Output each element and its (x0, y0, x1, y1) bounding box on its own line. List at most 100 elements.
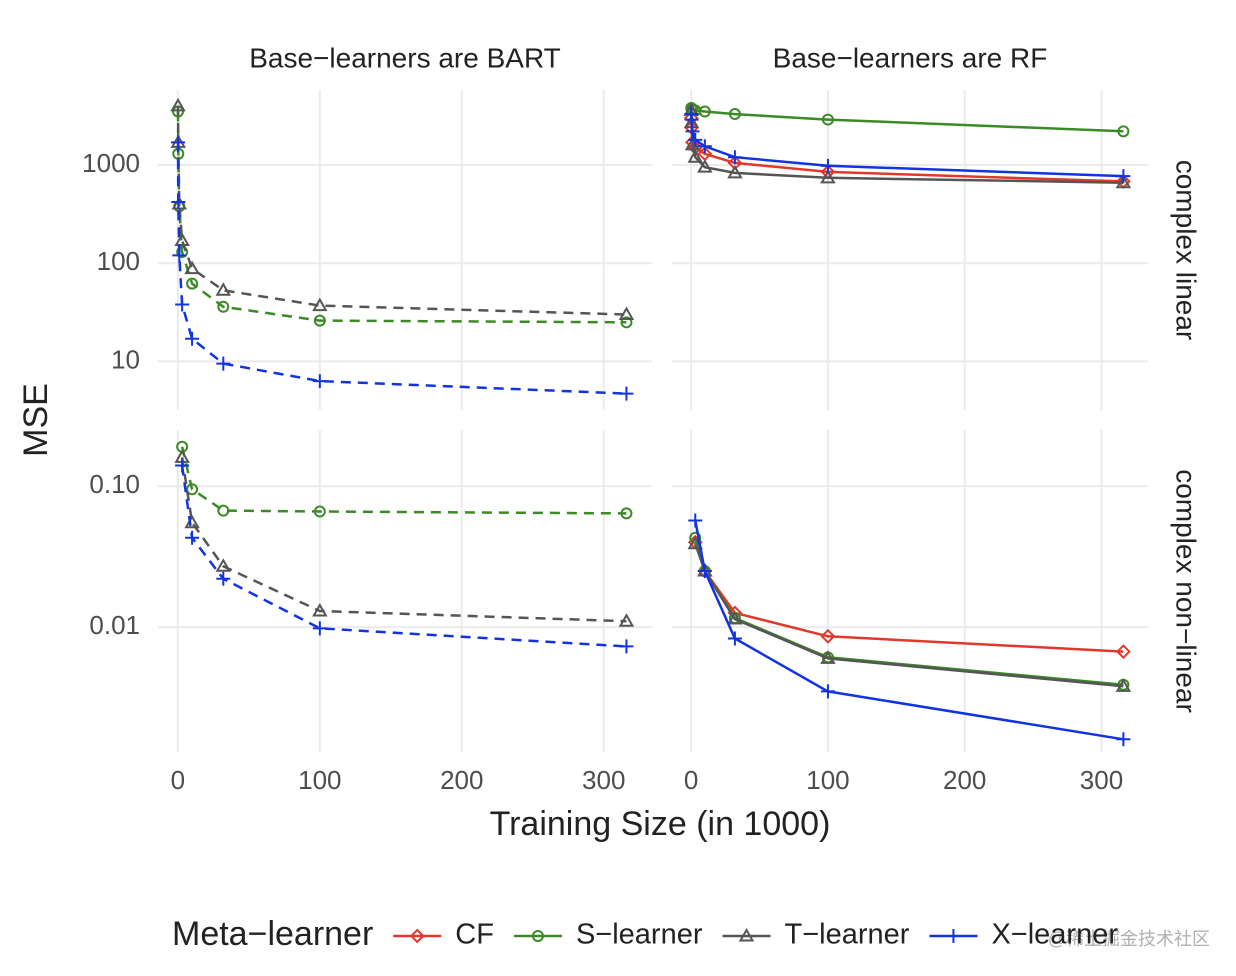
facet-title: Base−learners are RF (773, 42, 1048, 73)
legend-item: X−learner (929, 919, 1118, 951)
x-tick-label: 0 (684, 765, 698, 795)
marker (618, 306, 635, 321)
series-line (180, 457, 627, 623)
marker (312, 297, 328, 312)
legend-item: CF (393, 919, 494, 951)
series-line (176, 105, 627, 316)
marker (216, 356, 231, 371)
marker (175, 297, 190, 312)
marker (174, 232, 190, 247)
y-tick-label: 0.01 (89, 610, 140, 640)
marker (186, 277, 199, 290)
watermark: @稀土掘金技术社区 (1048, 929, 1210, 949)
marker (312, 603, 328, 617)
marker (820, 158, 835, 173)
y-tick-label: 100 (97, 246, 140, 276)
marker (1116, 169, 1131, 184)
legend-item: T−learner (722, 919, 910, 951)
legend-label: S−learner (576, 919, 703, 951)
marker (688, 513, 703, 528)
facet-label: complex non−linear (1171, 469, 1202, 713)
series-line (180, 446, 627, 515)
x-tick-label: 200 (440, 765, 483, 795)
marker (1115, 644, 1131, 660)
facet-label: complex linear (1171, 160, 1202, 341)
marker (727, 164, 743, 179)
marker (727, 150, 742, 165)
marker (217, 300, 230, 313)
marker (175, 458, 190, 473)
marker (172, 248, 187, 263)
marker (312, 374, 327, 389)
marker (820, 628, 836, 644)
x-tick-label: 300 (1080, 765, 1123, 795)
x-tick-label: 200 (943, 765, 986, 795)
marker (313, 505, 326, 518)
series-line (176, 142, 627, 395)
marker (727, 611, 743, 625)
marker (176, 245, 189, 258)
legend-marker (409, 928, 425, 944)
marker (685, 124, 700, 139)
facet-title: Base−learners are BART (249, 42, 561, 73)
marker (620, 316, 633, 329)
marker (618, 613, 635, 627)
legend-title: Meta−learner (172, 915, 373, 953)
marker (170, 97, 186, 112)
marker (171, 135, 186, 150)
y-tick-label: 10 (111, 344, 140, 374)
marker (698, 105, 711, 118)
legend-label: X−learner (991, 919, 1118, 951)
marker (313, 314, 326, 327)
marker (1117, 125, 1130, 138)
x-tick-label: 100 (806, 765, 849, 795)
marker (727, 631, 742, 646)
legend-marker (738, 927, 755, 942)
marker (688, 132, 703, 147)
marker (619, 386, 634, 401)
marker (689, 531, 702, 544)
marker (697, 159, 713, 173)
series-line (176, 111, 627, 324)
x-tick-label: 0 (171, 765, 185, 795)
marker (215, 558, 232, 572)
series-line (690, 110, 1124, 184)
marker (687, 535, 703, 550)
marker (821, 113, 834, 126)
marker (1115, 678, 1132, 692)
marker (687, 149, 703, 163)
marker (1115, 174, 1132, 189)
marker (215, 282, 232, 296)
legend-label: T−learner (785, 919, 910, 951)
marker (185, 530, 200, 545)
legend-item: S−learner (513, 919, 703, 951)
marker (216, 571, 231, 586)
marker (1116, 732, 1131, 747)
marker (184, 514, 200, 529)
series-line (694, 543, 1124, 688)
marker (185, 331, 200, 346)
marker (171, 194, 186, 209)
y-tick-label: 0.10 (89, 469, 140, 499)
series-line (694, 537, 1124, 686)
marker (820, 650, 836, 664)
marker (619, 639, 634, 654)
marker (820, 684, 835, 699)
marker (684, 112, 699, 127)
legend-marker (946, 929, 961, 943)
marker (217, 504, 230, 517)
series-line (694, 541, 1124, 653)
marker (697, 563, 712, 578)
y-tick-label: 1000 (82, 148, 140, 178)
legend-marker (531, 930, 544, 942)
marker (728, 108, 741, 121)
marker (620, 507, 633, 520)
marker (697, 139, 712, 154)
marker (312, 621, 327, 636)
y-axis-label: MSE (17, 383, 55, 457)
series-line (690, 107, 1124, 133)
x-axis-label: Training Size (in 1000) (490, 805, 831, 843)
x-tick-label: 300 (582, 765, 625, 795)
marker (184, 260, 200, 275)
